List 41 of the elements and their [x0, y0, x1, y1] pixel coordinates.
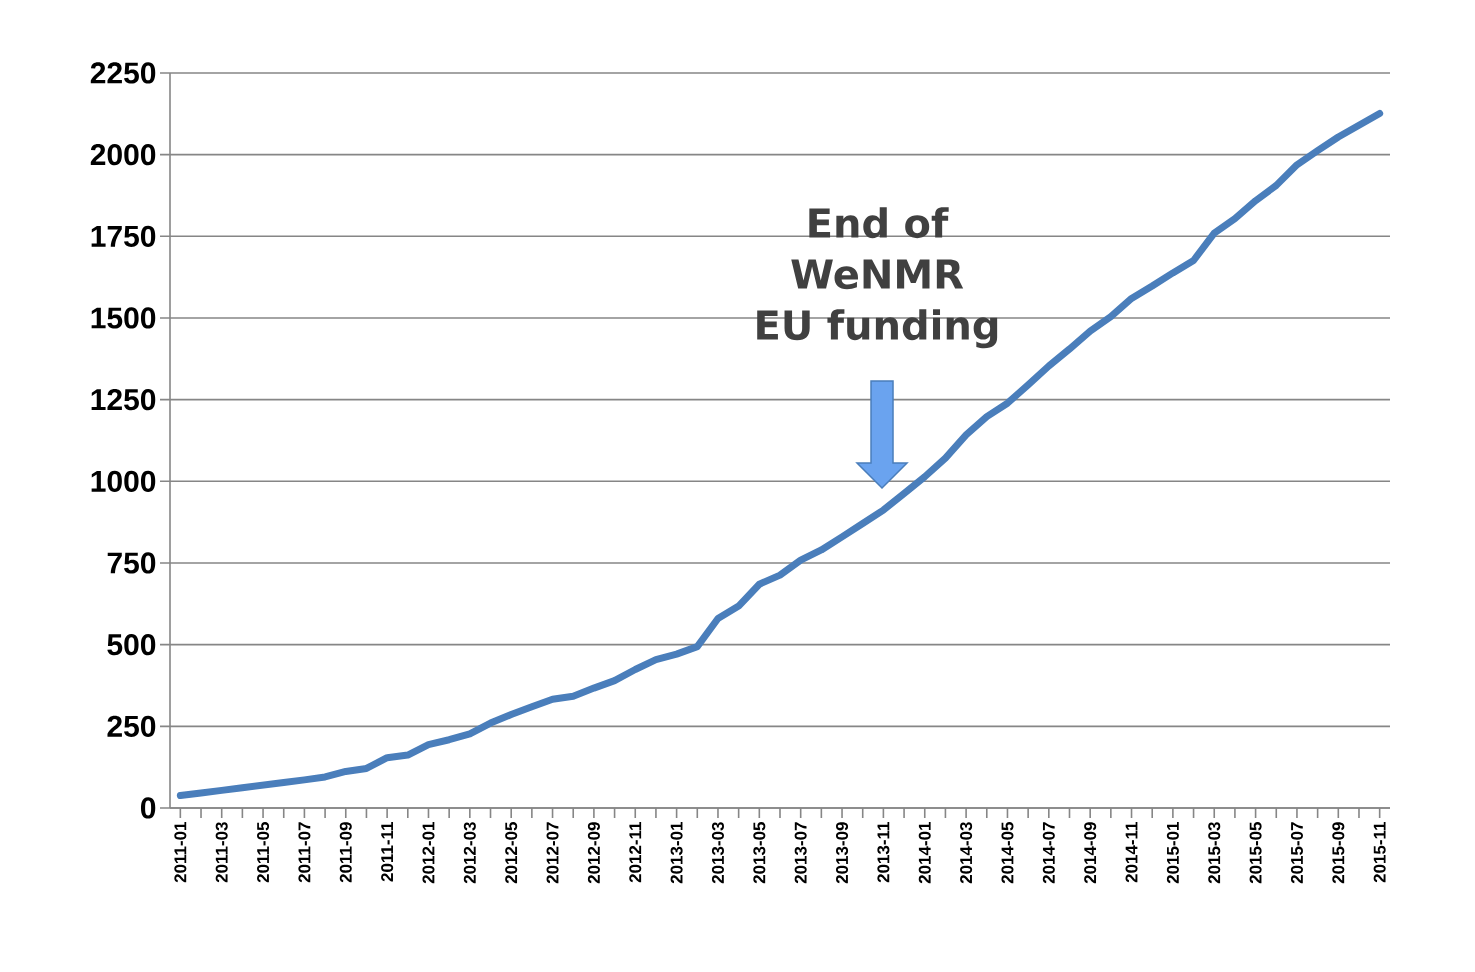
x-tick-label: 2011-07: [298, 822, 311, 883]
x-tick-label: 2015-09: [1332, 822, 1345, 884]
x-tick-label: 2012-05: [505, 822, 518, 884]
x-tick-label: 2012-01: [422, 822, 435, 884]
x-tick-label: 2012-11: [629, 822, 642, 883]
x-tick-label: 2014-01: [918, 822, 931, 884]
x-tick-label: 2013-07: [794, 822, 807, 884]
x-tick-label: 2013-01: [670, 822, 683, 884]
x-tick-label: 2011-05: [257, 822, 270, 883]
y-tick-label: 1000: [91, 470, 156, 492]
y-tick-label: 1250: [91, 389, 156, 411]
x-tick-label: 2012-07: [546, 822, 559, 884]
y-tick-label: 1750: [91, 225, 156, 247]
y-tick-label: 250: [107, 715, 156, 737]
x-tick-label: 2011-09: [339, 822, 352, 883]
x-tick-label: 2011-11: [381, 821, 394, 882]
annotation: End of WeNMR EU funding: [757, 207, 998, 349]
x-tick-label: 2015-03: [1208, 822, 1221, 884]
y-tick-label: 500: [107, 634, 156, 656]
x-tick-label: 2013-11: [877, 822, 890, 883]
x-tick-label: 2014-09: [1084, 822, 1097, 884]
x-tick-label: 2014-07: [1042, 822, 1055, 884]
x-tick-label: 2015-01: [1166, 822, 1179, 884]
x-tick-label: 2015-05: [1249, 822, 1262, 884]
x-tick-label: 2014-05: [1001, 822, 1014, 884]
x-tick-label: 2012-09: [587, 822, 600, 884]
x-tick-label: 2011-03: [215, 822, 228, 883]
x-tick-label: 2013-09: [836, 822, 849, 884]
x-tick-label: 2011-01: [174, 822, 187, 883]
y-tick-label: 2250: [90, 62, 156, 84]
x-tick-label: 2014-03: [960, 822, 973, 884]
x-tick-label: 2012-03: [463, 822, 476, 884]
x-tick-label: 2013-03: [711, 822, 724, 884]
y-tick-label: 750: [107, 552, 156, 574]
y-tick-label: 1500: [91, 307, 156, 329]
y-tick-label: 0: [140, 797, 156, 819]
x-tick-label: 2014-11: [1125, 822, 1138, 883]
x-tick-label: 2013-05: [753, 822, 766, 884]
x-tick-label: 2015-11: [1373, 822, 1386, 883]
y-tick-label: 2000: [90, 144, 156, 166]
x-tick-label: 2015-07: [1290, 822, 1303, 884]
